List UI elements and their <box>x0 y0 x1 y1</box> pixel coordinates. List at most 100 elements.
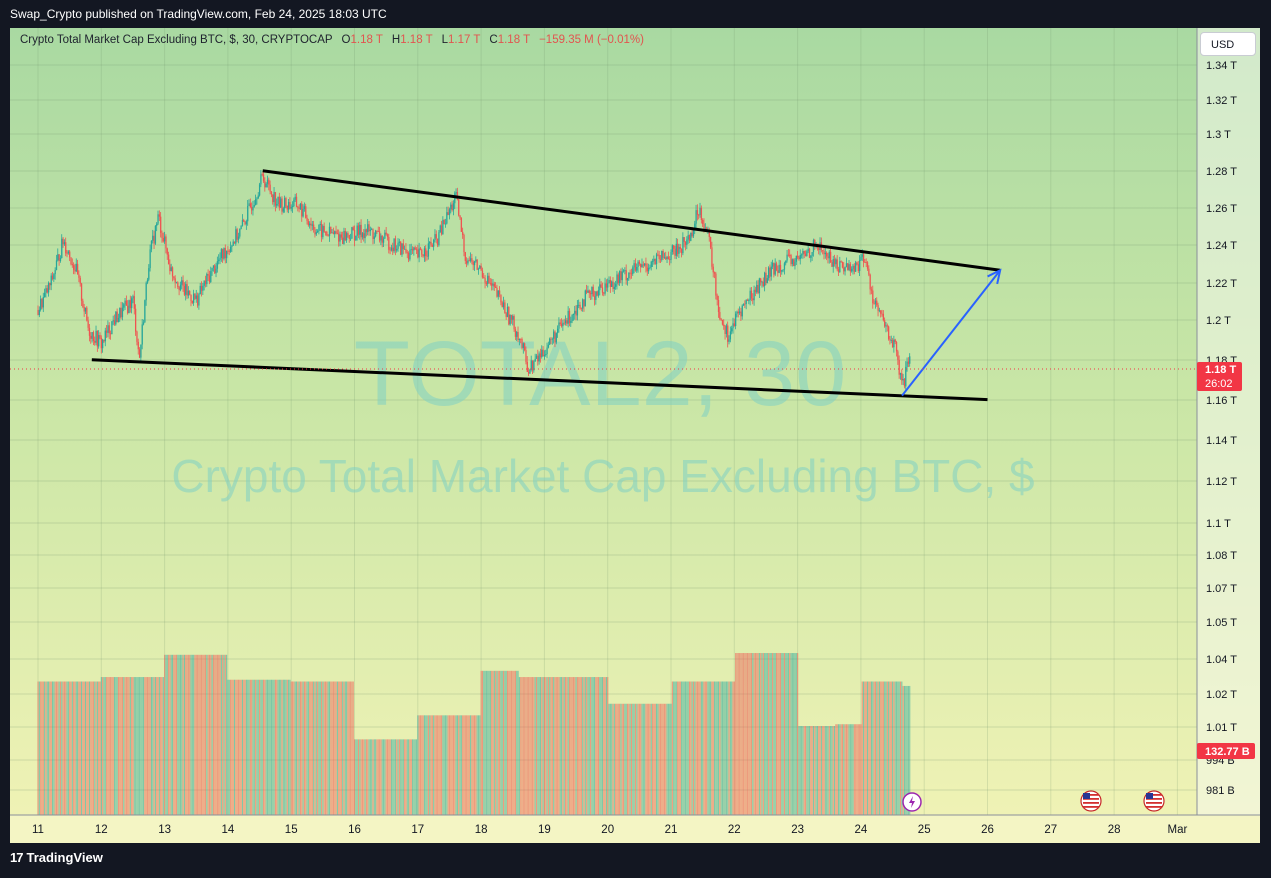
volume-bar <box>674 681 676 815</box>
candle-body <box>787 254 790 256</box>
volume-bar <box>203 654 205 815</box>
candle-body <box>762 281 765 287</box>
volume-bar <box>41 681 43 815</box>
volume-bar <box>37 681 39 815</box>
volume-bar <box>529 677 531 815</box>
candle-body <box>604 283 606 294</box>
volume-bar <box>257 679 259 815</box>
candle-body <box>225 250 228 259</box>
candle-body <box>715 273 717 296</box>
volume-bar <box>741 653 743 815</box>
volume-bar <box>545 677 547 815</box>
volume-bar <box>669 703 671 815</box>
candle-body <box>521 338 523 348</box>
volume-bar <box>201 654 203 815</box>
price-axis-label: 1.02 T <box>1206 689 1237 701</box>
volume-bar <box>557 677 559 815</box>
volume-bar <box>546 677 548 815</box>
candle-body <box>295 196 298 207</box>
volume-bar <box>186 654 188 815</box>
candle-body <box>376 230 378 232</box>
volume-bar <box>596 677 598 815</box>
candle-body <box>663 257 666 259</box>
volume-bar <box>260 679 262 815</box>
price-axis-label: 1.3 T <box>1206 129 1231 141</box>
volume-bar <box>659 703 662 815</box>
candle-body <box>452 203 455 211</box>
candle-body <box>719 311 721 319</box>
candle-body <box>318 224 320 231</box>
currency-button[interactable]: USD <box>1200 32 1256 56</box>
volume-bar <box>761 653 763 815</box>
candle-body <box>858 260 861 272</box>
volume-bar <box>441 715 443 815</box>
candle-body <box>691 232 693 237</box>
candle-body <box>327 235 329 237</box>
volume-bar <box>459 715 461 815</box>
volume-bar <box>438 715 440 815</box>
candle-body <box>765 272 767 283</box>
candle-body <box>311 224 313 226</box>
volume-bar <box>514 670 516 815</box>
candle-body <box>525 350 527 362</box>
volume-bar <box>367 739 369 815</box>
candle-body <box>167 254 170 265</box>
candle-body <box>144 300 146 323</box>
volume-bar <box>623 703 625 815</box>
volume-bar <box>495 670 497 815</box>
candle-body <box>306 217 308 222</box>
time-axis-label: 26 <box>981 824 994 836</box>
candle-body <box>527 371 530 374</box>
volume-bar <box>688 681 691 815</box>
volume-bar <box>396 739 398 815</box>
candle-body <box>233 241 236 244</box>
candle-body <box>314 229 316 235</box>
volume-bar <box>714 681 716 815</box>
candle-body <box>369 229 372 232</box>
volume-bar <box>69 681 71 815</box>
volume-bar <box>785 653 787 815</box>
volume-bar <box>187 654 189 815</box>
candle-body <box>650 261 652 267</box>
candle-body <box>797 255 799 258</box>
volume-bar <box>905 685 907 815</box>
candle-body <box>870 289 873 291</box>
candle-body <box>227 250 229 252</box>
volume-bar <box>663 703 666 815</box>
volume-bar <box>538 677 540 815</box>
volume-bar <box>748 653 750 815</box>
volume-bar <box>872 681 874 815</box>
candle-body <box>861 254 863 257</box>
volume-bar <box>574 677 576 815</box>
volume-bar <box>484 670 486 815</box>
volume-bar <box>460 715 462 815</box>
volume-bar <box>354 739 356 815</box>
tradingview-footer[interactable]: 17 TradingView <box>10 850 103 865</box>
candle-body <box>419 248 422 250</box>
candle-body <box>496 287 498 297</box>
volume-bar <box>653 703 655 815</box>
candle-body <box>695 210 697 224</box>
volume-bar <box>166 654 168 815</box>
volume-bar <box>642 703 644 815</box>
volume-bar <box>512 670 514 815</box>
volume-bar <box>619 703 621 815</box>
candle-body <box>645 263 647 268</box>
candle-body <box>340 234 343 238</box>
volume-bar <box>493 670 495 815</box>
candle-body <box>426 255 428 257</box>
volume-bar <box>309 681 311 815</box>
candle-body <box>378 231 381 241</box>
volume-bar <box>334 681 336 815</box>
volume-bar <box>554 677 556 815</box>
volume-bar <box>613 703 615 815</box>
candle-body <box>236 229 238 240</box>
volume-bar <box>450 715 452 815</box>
volume-bar <box>561 677 563 815</box>
volume-bar <box>324 681 327 815</box>
volume-bar <box>510 670 513 815</box>
candle-body <box>417 249 419 258</box>
volume-bar <box>508 670 510 815</box>
candle-body <box>468 260 470 262</box>
